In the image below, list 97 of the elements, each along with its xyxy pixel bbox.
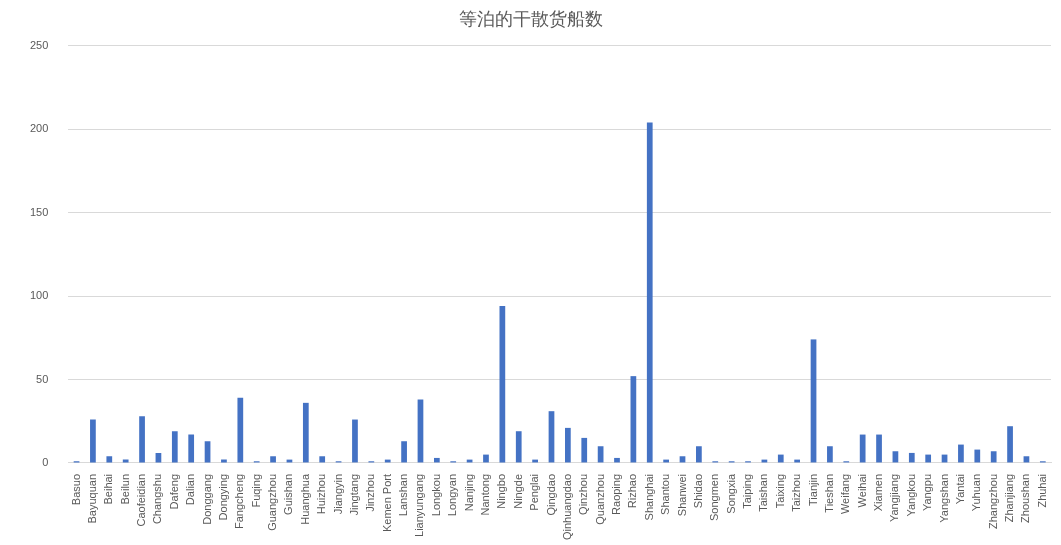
x-tick-label: Songxia	[724, 473, 737, 514]
x-tick-label: Huizhou	[315, 473, 328, 515]
y-tick-label: 250	[29, 38, 49, 51]
x-tick-label: Yantai	[953, 473, 966, 505]
bar	[958, 444, 964, 463]
x-tick-label: Weihai	[855, 473, 868, 508]
x-tick-label: Quanzhou	[593, 473, 606, 525]
x-tick-label: Lanshan	[397, 473, 410, 517]
x-tick-label: Longyan	[446, 473, 459, 517]
x-tick-label: Weifang	[839, 473, 852, 515]
x-tick-label: Beihai	[102, 473, 115, 505]
x-tick-label: Bayuquan	[85, 473, 98, 524]
x-tick-label: Xiamen	[872, 473, 885, 512]
bar	[401, 441, 407, 463]
bar	[139, 416, 145, 463]
x-tick-label: Qingdao	[544, 473, 557, 516]
bar	[859, 434, 866, 463]
x-tick-label: Taizhou	[790, 473, 803, 512]
bar	[171, 431, 178, 463]
x-tick-label: Tieshan	[822, 473, 835, 513]
bar	[777, 454, 784, 463]
bar	[1007, 426, 1013, 463]
x-tick-label: Songmen	[708, 473, 721, 522]
x-tick-label: Basuo	[69, 473, 82, 506]
x-tick-label: Tianjin	[806, 473, 819, 506]
x-tick-label: Fuqing	[249, 473, 262, 508]
x-tick-label: Qinzhou	[577, 473, 590, 515]
x-tick-label: Dongying	[216, 473, 229, 521]
y-tick-label: 200	[29, 122, 49, 135]
bar	[696, 446, 702, 463]
x-tick-label: Dalian	[184, 473, 197, 506]
y-tick-label: 0	[42, 455, 49, 468]
x-tick-label: Guishan	[282, 473, 295, 515]
x-tick-label: Yangshan	[937, 473, 950, 523]
x-tick-label: Yuhuan	[970, 473, 983, 512]
bar	[319, 456, 326, 463]
bar	[302, 402, 309, 463]
x-tick-label: Zhoushan	[1019, 473, 1032, 523]
x-tick-label: Kemen Port	[380, 473, 393, 533]
x-tick-label: Dafeng	[167, 473, 180, 510]
x-tick-label: Fangcheng	[233, 473, 246, 529]
bar	[876, 434, 882, 463]
bar	[827, 446, 833, 463]
bar	[581, 437, 588, 463]
x-tick-label: Beilun	[118, 473, 131, 505]
x-tick-label: Shantou	[659, 473, 672, 515]
x-tick-label: Ningde	[511, 473, 524, 509]
bar	[925, 454, 932, 463]
x-tick-label: Taixing	[773, 473, 786, 509]
x-tick-label: Raoping	[610, 473, 623, 515]
x-tick-label: Qinhuangdao	[560, 473, 573, 540]
x-tick-label: Ningbo	[495, 473, 508, 509]
x-tick-label: Shanwei	[675, 473, 688, 517]
x-tick-label: Caofeidian	[135, 473, 148, 527]
bar	[614, 457, 620, 463]
x-tick-label: Shidao	[691, 473, 704, 509]
bar	[990, 451, 997, 463]
bar	[188, 434, 195, 463]
x-tick-label: Zhanjiang	[1003, 473, 1016, 523]
x-tick-label: Yangpu	[921, 473, 934, 512]
x-tick-label: Rizhao	[626, 473, 639, 509]
x-tick-label: Lianyungang	[413, 473, 426, 537]
x-tick-label: Longkou	[429, 473, 442, 517]
x-tick-label: Penglai	[528, 473, 541, 511]
bar	[106, 456, 113, 463]
bar	[646, 122, 653, 463]
y-tick-label: 100	[29, 289, 49, 302]
bar	[974, 449, 981, 463]
x-tick-label: Shanghai	[642, 473, 655, 521]
x-tick-label: Yangjiang	[888, 473, 901, 523]
bar	[908, 452, 915, 463]
x-tick-label: Taiping	[741, 473, 754, 509]
x-tick-label: Guangzhou	[266, 473, 279, 531]
bar	[352, 419, 358, 463]
x-tick-label: Nantong	[479, 473, 492, 516]
x-tick-label: Donggang	[200, 473, 213, 525]
x-tick-label: Zhangzhou	[986, 473, 999, 529]
x-tick-label: Jingtang	[347, 473, 360, 516]
x-tick-label: Yangkou	[904, 473, 917, 517]
bar	[237, 397, 244, 463]
x-tick-label: Jiangyin	[331, 473, 344, 515]
x-tick-label: Jinzhou	[364, 473, 377, 512]
bar	[499, 306, 506, 463]
x-tick-label: Nanjing	[462, 473, 475, 512]
bar	[483, 454, 489, 463]
bar	[565, 427, 571, 463]
chart-title: 等泊的干散货船数	[458, 8, 603, 30]
bar	[433, 457, 440, 463]
y-tick-label: 150	[29, 205, 49, 218]
y-tick-label: 50	[36, 372, 49, 385]
x-tick-label: Changshu	[151, 473, 164, 525]
x-tick-label: Zhuhai	[1035, 473, 1048, 508]
x-tick-label: Huanghua	[298, 473, 311, 525]
bar	[515, 431, 522, 463]
x-tick-label: Taishan	[757, 473, 770, 512]
bar	[90, 419, 96, 463]
bar	[270, 456, 276, 463]
